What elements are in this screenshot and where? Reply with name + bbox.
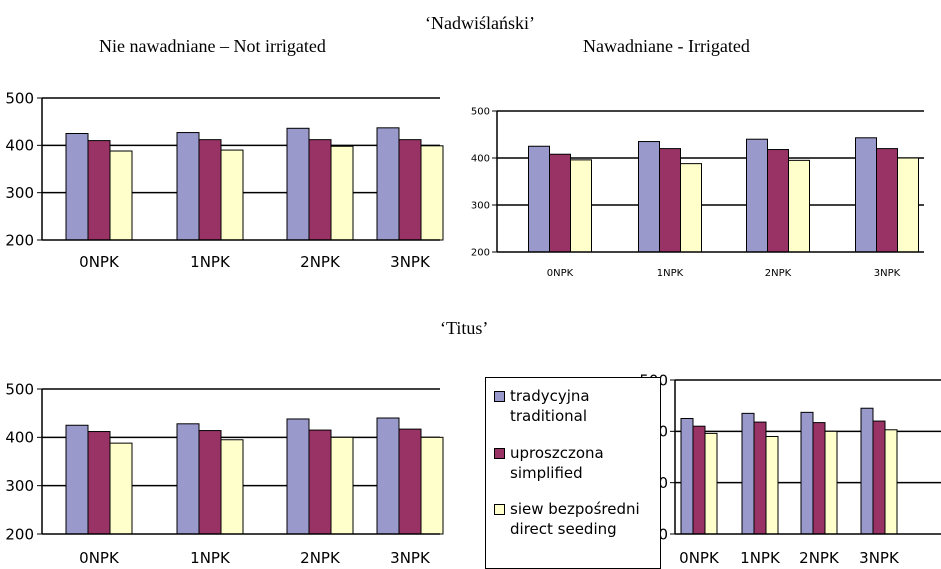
cultivar-title-nadwislanski: ‘Nadwiślański’ bbox=[425, 13, 535, 33]
bar-direct-seeding bbox=[420, 436, 444, 535]
y-tick-label: 400 bbox=[5, 137, 34, 155]
bar-simplified bbox=[398, 428, 422, 535]
chart-panel-nadwislanski-not-irrigated: 200 300 400 500 0NPK 1NPK 2NPK 3NPK bbox=[5, 89, 444, 271]
bar-direct-seeding bbox=[884, 429, 898, 535]
bar-traditional bbox=[176, 423, 200, 535]
legend: tradycyjna traditional uproszczona simpl… bbox=[485, 377, 661, 569]
y-tick-label: 400 bbox=[5, 429, 34, 447]
bar-traditional bbox=[741, 412, 755, 535]
bar-simplified bbox=[692, 425, 706, 535]
bar-direct-seeding bbox=[330, 436, 354, 535]
x-tick-label: 0NPK bbox=[79, 549, 120, 567]
bar-simplified bbox=[549, 153, 571, 253]
y-tick-label: 300 bbox=[5, 184, 34, 202]
bar-simplified bbox=[87, 431, 111, 535]
legend-swatch-traditional bbox=[494, 391, 505, 402]
bar-traditional bbox=[176, 132, 200, 241]
bar-simplified bbox=[753, 421, 767, 535]
bar-direct-seeding bbox=[788, 159, 810, 253]
bar-traditional bbox=[638, 141, 660, 253]
chart-panel-nadwislanski-irrigated: 200 300 400 500 0NPK 1NPK 2NPK 3NPK bbox=[471, 107, 924, 279]
y-tick-label: 500 bbox=[471, 107, 490, 118]
x-tick-label: 1NPK bbox=[190, 253, 231, 271]
bar-direct-seeding bbox=[704, 432, 718, 535]
x-tick-label: 2NPK bbox=[300, 549, 341, 567]
bar-traditional bbox=[860, 407, 874, 535]
x-tick-label: 2NPK bbox=[799, 549, 840, 567]
bar-traditional bbox=[800, 411, 814, 535]
bar-direct-seeding bbox=[420, 145, 444, 241]
x-tick-label: 1NPK bbox=[190, 549, 231, 567]
bar-simplified bbox=[308, 429, 332, 535]
bar-direct-seeding bbox=[765, 435, 779, 535]
y-tick-label: 200 bbox=[5, 525, 34, 543]
bar-direct-seeding bbox=[109, 150, 133, 241]
y-tick-label: 500 bbox=[5, 380, 34, 398]
bar-direct-seeding bbox=[220, 149, 244, 241]
bar-simplified bbox=[812, 422, 826, 535]
bar-simplified bbox=[398, 139, 422, 241]
bar-traditional bbox=[528, 145, 550, 253]
x-tick-label: 0NPK bbox=[547, 268, 574, 279]
bar-traditional bbox=[746, 138, 768, 253]
bar-direct-seeding bbox=[680, 163, 702, 253]
bar-traditional bbox=[65, 133, 89, 241]
legend-swatch-direct-seeding bbox=[494, 504, 505, 515]
bar-simplified bbox=[767, 149, 789, 253]
bar-direct-seeding bbox=[330, 145, 354, 241]
x-tick-label: 3NPK bbox=[874, 268, 901, 279]
legend-label-pl: siew bezpośredni bbox=[510, 500, 640, 518]
x-tick-label: 0NPK bbox=[79, 253, 120, 271]
x-tick-label: 0NPK bbox=[679, 549, 720, 567]
y-tick-label: 200 bbox=[471, 248, 490, 259]
chart-panel-titus-not-irrigated: 200 300 400 500 0NPK 1NPK 2NPK 3NPK bbox=[5, 380, 444, 567]
bar-simplified bbox=[198, 139, 222, 241]
x-tick-label: 3NPK bbox=[390, 253, 431, 271]
legend-label-pl: uproszczona bbox=[510, 444, 604, 462]
legend-label-en: simplified bbox=[510, 464, 583, 482]
y-tick-label: 200 bbox=[5, 231, 34, 249]
bar-simplified bbox=[308, 139, 332, 241]
bar-traditional bbox=[680, 418, 694, 535]
bar-traditional bbox=[65, 424, 89, 535]
x-tick-label: 3NPK bbox=[390, 549, 431, 567]
subtitle-not-irrigated: Nie nawadniane – Not irrigated bbox=[99, 36, 326, 56]
y-tick-label: 500 bbox=[5, 89, 34, 107]
bar-simplified bbox=[87, 140, 111, 241]
y-tick-label: 300 bbox=[5, 477, 34, 495]
x-tick-label: 2NPK bbox=[300, 253, 341, 271]
bar-traditional bbox=[376, 127, 400, 241]
cultivar-title-titus: ‘Titus’ bbox=[440, 318, 489, 338]
bar-simplified bbox=[876, 148, 898, 253]
x-tick-label: 1NPK bbox=[740, 549, 781, 567]
bar-direct-seeding bbox=[824, 430, 838, 535]
bar-direct-seeding bbox=[897, 157, 919, 253]
bar-traditional bbox=[286, 127, 310, 241]
legend-label-en: traditional bbox=[510, 407, 588, 425]
subtitle-irrigated: Nawadniane - Irrigated bbox=[583, 36, 750, 56]
x-tick-label: 3NPK bbox=[859, 549, 900, 567]
x-tick-label: 1NPK bbox=[657, 268, 684, 279]
bar-traditional bbox=[286, 418, 310, 535]
bar-traditional bbox=[376, 417, 400, 535]
bar-direct-seeding bbox=[220, 439, 244, 535]
bar-simplified bbox=[198, 430, 222, 535]
y-tick-label: 400 bbox=[471, 154, 490, 165]
bar-simplified bbox=[872, 420, 886, 535]
legend-swatch-simplified bbox=[494, 448, 505, 459]
bar-direct-seeding bbox=[109, 442, 133, 535]
bar-simplified bbox=[659, 148, 681, 253]
y-tick-label: 300 bbox=[471, 201, 490, 212]
x-tick-label: 2NPK bbox=[765, 268, 792, 279]
bar-direct-seeding bbox=[570, 159, 592, 253]
legend-label-pl: tradycyjna bbox=[510, 387, 590, 405]
bar-traditional bbox=[855, 137, 877, 253]
legend-label-en: direct seeding bbox=[510, 520, 617, 538]
